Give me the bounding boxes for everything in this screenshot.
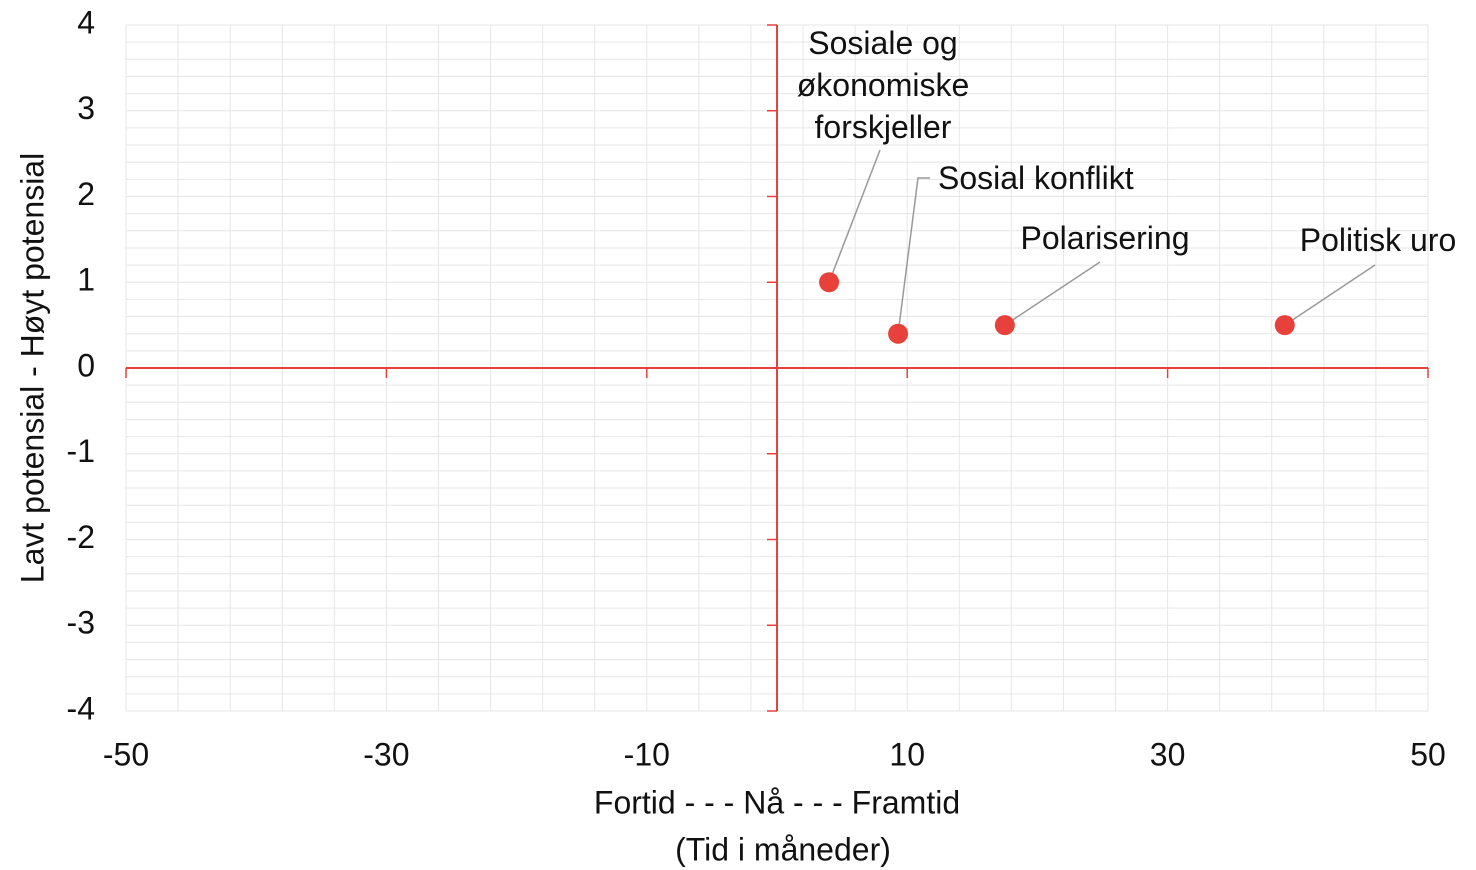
y-tick-label: 4 [77, 4, 95, 40]
x-tick-label: 50 [1410, 736, 1446, 772]
y-tick-label: -2 [67, 519, 95, 555]
y-tick-label: -4 [67, 690, 95, 726]
leader-line [1284, 264, 1376, 326]
leader-line [897, 177, 930, 334]
point-label: Sosial konflikt [938, 160, 1134, 196]
x-tick-label: 30 [1150, 736, 1186, 772]
x-tick-label: -30 [363, 736, 409, 772]
x-tick-label: -10 [624, 736, 670, 772]
leader-line [828, 149, 881, 283]
point [994, 315, 1015, 336]
y-tick-label: 0 [77, 347, 95, 383]
point [819, 272, 840, 293]
x-axis-title: Fortid - - - Nå - - - Framtid [594, 784, 960, 820]
point-label: Sosiale og økonomiske forskjeller [796, 25, 970, 145]
x-tick-label: 10 [889, 736, 925, 772]
point-label: Polarisering [1020, 220, 1190, 256]
y-tick-label: 1 [77, 262, 95, 298]
point-label: Politisk uro [1299, 222, 1457, 258]
leader-line [1004, 261, 1101, 326]
y-tick-label: -1 [67, 433, 95, 469]
x-tick-label: -50 [103, 736, 149, 772]
y-tick-label: -3 [67, 605, 95, 641]
y-axis-title: Lavt potensial - Høyt potensial [14, 153, 50, 583]
point [1274, 315, 1295, 336]
x-axis-subtitle: (Tid i måneder) [675, 831, 891, 867]
y-tick-label: 2 [77, 176, 95, 212]
y-tick-label: 3 [77, 90, 95, 126]
point [888, 323, 909, 344]
